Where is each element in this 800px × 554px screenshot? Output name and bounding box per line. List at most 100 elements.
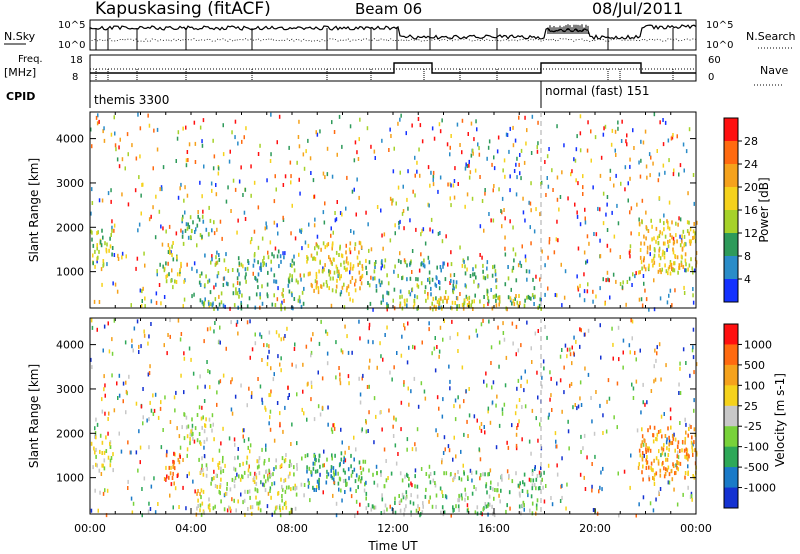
range-cell-5 xyxy=(482,263,484,268)
range-cell-7 xyxy=(663,251,666,256)
range-cell-5 xyxy=(398,494,400,498)
scatter-point xyxy=(225,199,228,204)
scatter-point xyxy=(657,178,660,183)
range-cell-5 xyxy=(435,275,438,280)
range-cell-1 xyxy=(183,279,185,284)
range-cell-3 xyxy=(207,279,209,284)
scatter-point xyxy=(185,506,187,511)
scatter-point xyxy=(379,410,381,415)
range-cell-5 xyxy=(533,295,535,300)
range-cell-6 xyxy=(649,425,651,430)
range-cell-5 xyxy=(365,491,368,496)
scatter-point xyxy=(365,429,368,434)
scatter-point xyxy=(339,377,341,382)
scatter-point xyxy=(388,148,390,152)
scatter-point xyxy=(243,135,245,140)
range-cell-5 xyxy=(403,507,406,512)
scatter-point xyxy=(551,502,554,507)
scatter-point xyxy=(154,392,157,397)
scatter-point xyxy=(170,250,172,255)
range-cell-5 xyxy=(494,272,497,277)
range-cell-6 xyxy=(670,469,673,474)
scatter-point xyxy=(544,325,546,329)
range-cell-4 xyxy=(354,246,356,251)
range-cell-3 xyxy=(299,299,301,304)
range-cell-5 xyxy=(476,505,479,510)
range-cell-6 xyxy=(693,440,695,445)
range-cell-4 xyxy=(315,271,318,276)
scatter-point xyxy=(416,160,418,165)
range-cell-7 xyxy=(665,269,668,274)
range-cell-5 xyxy=(394,510,397,515)
scatter-point xyxy=(692,293,694,298)
range-cell-4 xyxy=(318,477,320,482)
scatter-point xyxy=(125,254,127,259)
range-cell-6 xyxy=(642,464,644,469)
scatter-point xyxy=(389,370,391,375)
range-cell-5 xyxy=(533,302,535,306)
scatter-point xyxy=(346,175,348,180)
scatter-point xyxy=(381,263,383,268)
scatter-point xyxy=(261,397,263,402)
range-cell-5 xyxy=(380,470,382,475)
scatter-point xyxy=(150,408,153,413)
scatter-point xyxy=(243,210,246,215)
scatter-point xyxy=(620,139,623,143)
scatter-point xyxy=(512,341,514,346)
scatter-point xyxy=(291,203,293,208)
range-cell-5 xyxy=(394,501,396,505)
range-cell-4 xyxy=(329,257,331,262)
scatter-point xyxy=(503,208,505,212)
scatter-point xyxy=(331,174,334,179)
scatter-point xyxy=(91,230,93,235)
scatter-point xyxy=(515,324,518,329)
scatter-point xyxy=(628,276,631,281)
scatter-point xyxy=(678,382,680,387)
scatter-point xyxy=(313,417,316,422)
range-cell-3 xyxy=(283,255,285,260)
scatter-point xyxy=(501,224,503,229)
scatter-point xyxy=(599,323,601,328)
range-cell-5 xyxy=(497,295,499,300)
scatter-point xyxy=(242,193,244,197)
scatter-point xyxy=(648,152,651,157)
range-cell-3 xyxy=(235,287,237,292)
range-cell-3 xyxy=(213,306,215,311)
range-cell-3 xyxy=(293,268,296,273)
range-cell-3 xyxy=(254,275,256,280)
range-cell-1 xyxy=(176,474,179,478)
scatter-point xyxy=(293,347,296,351)
scatter-point xyxy=(445,471,448,476)
range-cell-6 xyxy=(686,448,689,453)
colorbar-segment xyxy=(724,385,738,407)
scatter-point xyxy=(199,125,202,130)
scatter-point xyxy=(288,393,290,397)
scatter-point xyxy=(169,493,171,498)
scatter-point xyxy=(139,288,142,293)
range-cell-7 xyxy=(664,263,666,268)
scatter-point xyxy=(433,346,436,351)
range-cell-4 xyxy=(309,271,311,276)
scatter-point xyxy=(179,186,181,191)
range-cell-6 xyxy=(655,456,658,461)
scatter-point xyxy=(194,141,197,146)
range-cell-3 xyxy=(293,465,295,470)
scatter-point xyxy=(526,379,528,384)
range-cell-0 xyxy=(101,440,104,445)
scatter-point xyxy=(160,301,162,306)
scatter-point xyxy=(91,201,94,205)
range-cell-3 xyxy=(254,487,257,492)
range-cell-3 xyxy=(216,250,218,255)
scatter-point xyxy=(556,219,558,224)
scatter-point xyxy=(361,427,363,432)
scatter-point xyxy=(498,340,501,345)
scatter-point xyxy=(90,127,92,132)
scatter-point xyxy=(622,338,625,343)
scatter-point xyxy=(93,299,96,304)
scatter-point xyxy=(96,259,98,264)
scatter-point xyxy=(249,449,251,454)
scatter-point xyxy=(428,499,430,504)
range-cell-4 xyxy=(347,284,350,289)
scatter-point xyxy=(316,485,318,490)
range-cell-4 xyxy=(354,242,357,247)
